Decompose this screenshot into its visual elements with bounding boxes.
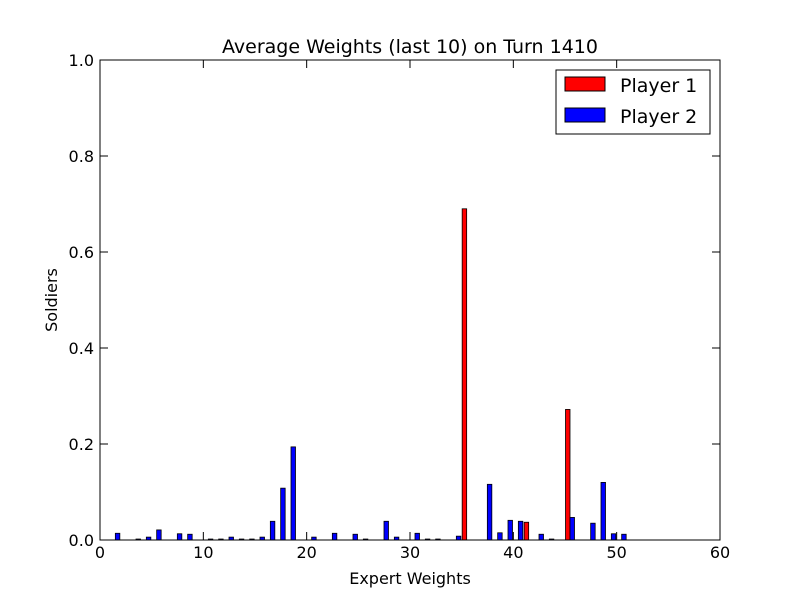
bar-series-2-point-1	[114, 532, 121, 541]
bar-series-2-point-36	[621, 533, 627, 541]
y-tick-label: 0.8	[69, 147, 94, 166]
bar-series-2-point-29	[517, 520, 524, 541]
bar-series-2-point-28	[507, 519, 513, 541]
legend-label-player-1: Player 1	[620, 75, 697, 97]
bar-series-2-point-14	[280, 487, 286, 541]
bar-series-2-point-5	[176, 533, 183, 541]
y-tick-label: 1.0	[69, 51, 94, 70]
bar-series-2-point-30	[538, 533, 544, 541]
bars-layer	[114, 208, 627, 541]
bar-series-1-point-2	[523, 521, 530, 541]
y-axis-label: Soldiers	[42, 268, 61, 332]
legend-swatch-player-1	[564, 76, 606, 92]
bar-series-2-point-26	[486, 483, 493, 541]
bar-series-2-point-25	[455, 535, 462, 541]
bar-series-2-point-4	[156, 529, 162, 541]
x-tick-label: 10	[193, 543, 213, 562]
x-tick-label: 30	[400, 543, 420, 562]
legend: Player 1 Player 2	[555, 69, 711, 135]
legend-label-player-2: Player 2	[620, 106, 697, 128]
bar-series-2-point-15	[290, 446, 296, 541]
bar-series-2-point-13	[269, 520, 276, 541]
bar-series-2-point-20	[383, 520, 389, 541]
bar-series-2-point-22	[414, 532, 420, 541]
bar-series-2-point-35	[610, 533, 617, 541]
bar-series-2-point-33	[590, 522, 596, 541]
bar-series-2-point-32	[569, 517, 575, 541]
bar-series-1-point-1	[461, 208, 468, 541]
x-tick-label: 40	[503, 543, 523, 562]
bar-series-2-point-17	[331, 532, 338, 541]
x-axis-label: Expert Weights	[349, 569, 471, 588]
bar-series-2-point-6	[187, 533, 193, 541]
chart-title: Average Weights (last 10) on Turn 1410	[222, 36, 598, 58]
bar-series-2-point-27	[497, 532, 503, 541]
legend-swatch-player-2	[564, 107, 606, 123]
bar-series-2-point-18	[352, 533, 358, 541]
x-tick-label: 0	[95, 543, 105, 562]
x-tick-label: 50	[606, 543, 626, 562]
x-tick-label: 20	[296, 543, 316, 562]
y-tick-label: 0.2	[69, 435, 94, 454]
x-tick-label: 60	[710, 543, 730, 562]
ticks-layer: 0 10 20 30 40 50 60 0.0 0.2 0.4 0.6 0.8 1.0	[69, 51, 731, 562]
bar-series-2-point-34	[600, 481, 606, 541]
bar-series-1-point-3	[565, 409, 571, 541]
y-tick-label: 0.0	[69, 531, 94, 550]
plot-frame	[99, 59, 721, 541]
y-tick-label: 0.4	[69, 339, 94, 358]
y-tick-label: 0.6	[69, 243, 94, 262]
